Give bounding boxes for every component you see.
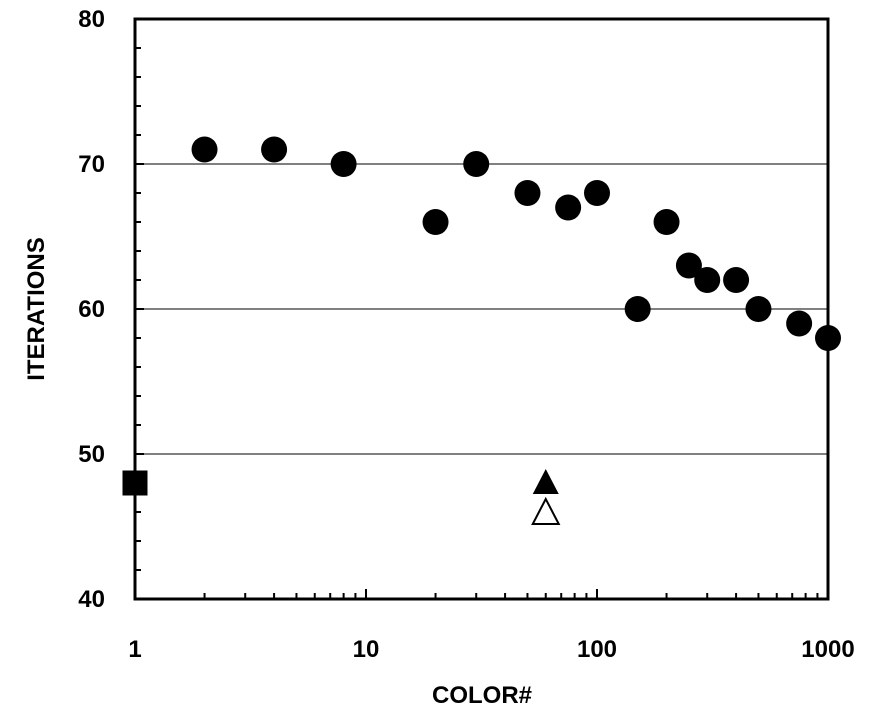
- data-point-open-triangle: [531, 496, 561, 525]
- y-tick-labels: 40 50 60 70 80: [78, 6, 105, 613]
- data-point-circle: [330, 151, 357, 177]
- data-point-circle: [815, 325, 841, 351]
- x-tick-label: 1000: [801, 636, 854, 663]
- data-point-circle: [422, 209, 449, 235]
- data-point-circle: [555, 194, 582, 221]
- data-markers: [122, 136, 841, 525]
- data-point-circle: [584, 180, 610, 206]
- data-point-circle: [723, 267, 750, 293]
- y-tick-label: 70: [78, 151, 105, 178]
- x-tick-labels: 1 10 100 1000: [128, 636, 854, 663]
- data-point-circle: [675, 252, 702, 279]
- data-point-circle: [653, 209, 680, 235]
- data-point-circle: [624, 296, 651, 322]
- data-point-circle: [786, 310, 813, 337]
- plot-area-frame: [133, 17, 830, 601]
- y-tick-label: 40: [78, 586, 105, 613]
- data-point-circle: [261, 136, 288, 163]
- y-tick-label: 80: [78, 6, 105, 33]
- data-point-circle: [191, 136, 218, 163]
- data-point-circle: [514, 180, 541, 206]
- data-point-circle: [463, 151, 490, 177]
- data-point-square: [122, 470, 148, 496]
- x-tick-label: 100: [577, 636, 617, 663]
- gridlines: [135, 163, 828, 455]
- data-point-filled-triangle: [532, 469, 559, 494]
- y-axis-title: ITERATIONS: [23, 237, 50, 381]
- data-point-circle: [745, 296, 772, 322]
- x-tick-label: 10: [353, 636, 380, 663]
- y-tick-label: 60: [78, 296, 105, 323]
- x-axis-title: COLOR#: [432, 682, 532, 709]
- y-tick-label: 50: [78, 441, 105, 468]
- data-point-circle: [694, 267, 721, 293]
- x-tick-label: 1: [128, 636, 141, 663]
